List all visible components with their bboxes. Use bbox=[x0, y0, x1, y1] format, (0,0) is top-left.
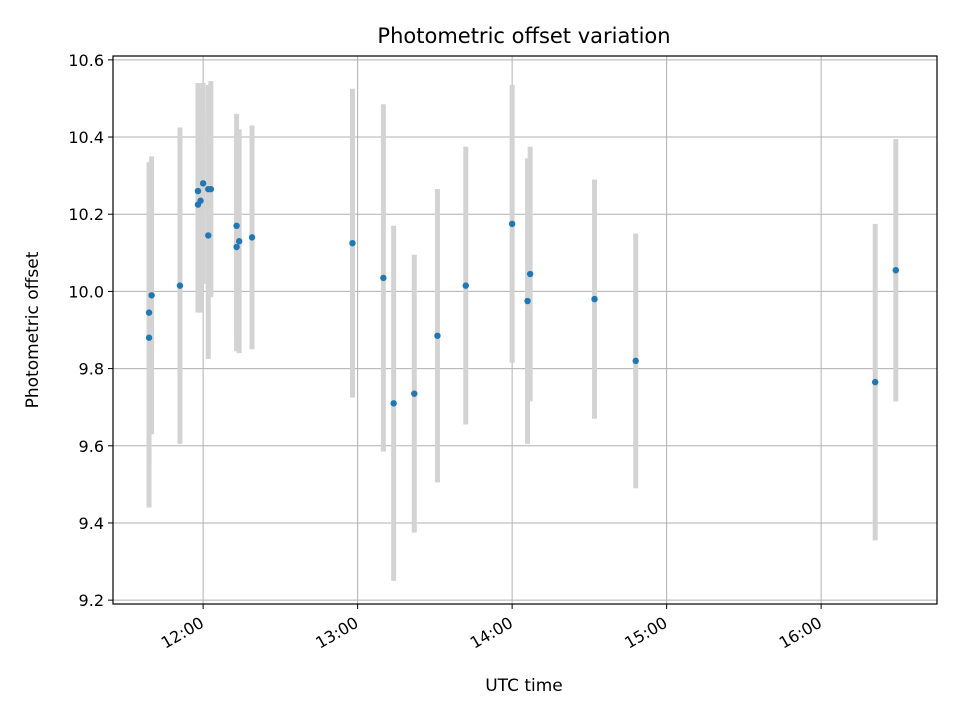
data-point bbox=[524, 297, 531, 305]
data-point bbox=[235, 238, 243, 245]
x-tick-label: 14:00 bbox=[467, 613, 516, 653]
plot-frame bbox=[112, 55, 938, 605]
data-point bbox=[176, 282, 184, 289]
data-point bbox=[194, 187, 202, 195]
y-tick-label: 9.6 bbox=[79, 437, 104, 456]
y-tick-label: 10.4 bbox=[68, 128, 104, 147]
x-tick-label: 13:00 bbox=[312, 613, 361, 653]
data-point bbox=[390, 400, 397, 407]
y-tick-label: 10.2 bbox=[68, 205, 104, 224]
data-point bbox=[411, 390, 418, 397]
x-tick-label: 15:00 bbox=[621, 613, 670, 653]
data-point bbox=[199, 180, 207, 187]
data-point bbox=[233, 243, 240, 251]
data-point bbox=[148, 292, 155, 299]
x-tick-label: 12:00 bbox=[158, 613, 207, 653]
x-tick-label: 16:00 bbox=[776, 613, 825, 653]
data-point bbox=[892, 266, 899, 274]
y-tick-label: 9.8 bbox=[79, 360, 104, 379]
data-point bbox=[233, 222, 240, 230]
y-axis-label: Photometric offset bbox=[23, 251, 43, 408]
y-tick-label: 9.2 bbox=[79, 591, 104, 610]
data-point bbox=[380, 274, 387, 282]
data-point bbox=[207, 185, 215, 193]
data-point bbox=[508, 220, 516, 228]
error-bars bbox=[146, 81, 899, 581]
data-point bbox=[591, 295, 598, 303]
data-point bbox=[205, 232, 212, 239]
x-axis-label: UTC time bbox=[485, 676, 563, 696]
y-tick-label: 9.4 bbox=[79, 514, 104, 533]
data-point bbox=[145, 334, 153, 341]
data-points bbox=[145, 180, 899, 407]
y-tick-label: 10.6 bbox=[68, 51, 104, 70]
data-point bbox=[526, 270, 534, 278]
data-point bbox=[248, 234, 256, 241]
data-point bbox=[349, 239, 356, 247]
data-point bbox=[872, 378, 879, 386]
y-axis-ticks: 9.2 9.4 9.6 9.8 10.0 10.2 10.4 10.6 bbox=[68, 51, 113, 610]
y-tick-label: 10.0 bbox=[68, 282, 104, 301]
data-point bbox=[145, 309, 153, 316]
data-point bbox=[462, 282, 469, 289]
data-point bbox=[434, 332, 441, 339]
chart-title: Photometric offset variation bbox=[377, 24, 670, 48]
x-axis-ticks: 12:00 13:00 14:00 15:00 16:00 bbox=[158, 604, 825, 653]
data-point bbox=[632, 357, 639, 365]
data-point bbox=[197, 197, 204, 204]
